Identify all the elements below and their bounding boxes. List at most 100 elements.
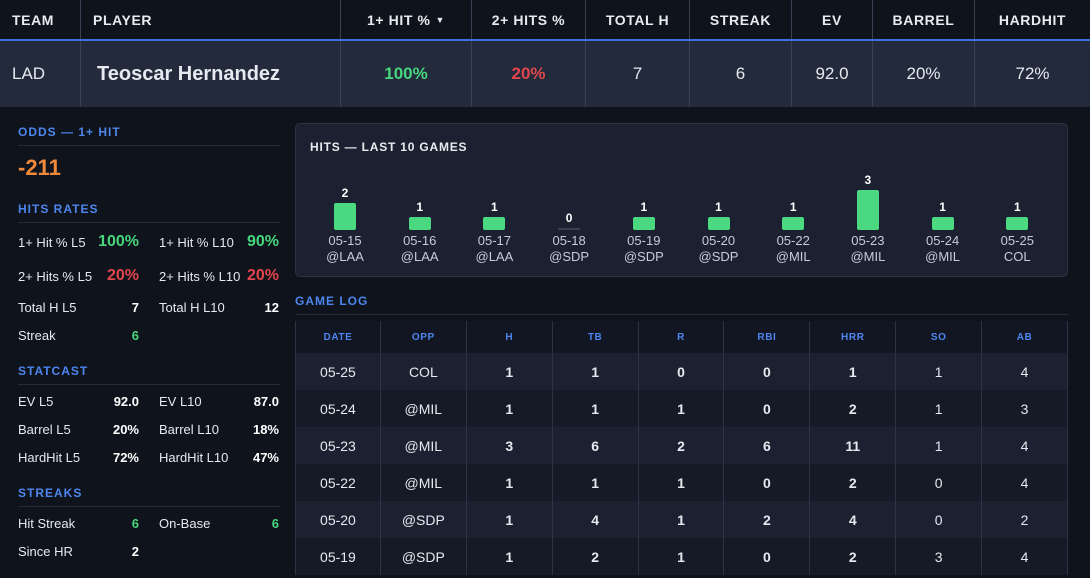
game-log-column-header[interactable]: HRR [810,321,897,353]
table-cell: @MIL [381,390,467,427]
game-log-column-header[interactable]: H [467,321,553,353]
bar-date-label: 05-16 [403,233,437,248]
bar[interactable] [1006,217,1029,230]
stat-label: 1+ Hit % L5 [18,235,86,250]
stat-value: 72% [112,450,139,465]
ev-cell: 92.0 [792,41,873,107]
table-cell: 1 [639,538,725,575]
table-cell: @MIL [381,464,467,501]
bar-opponent-label: @SDP [698,249,739,264]
column-header-streak[interactable]: STREAK [690,0,792,39]
column-header-label: PLAYER [93,11,153,28]
team-cell: LAD [0,41,81,107]
bar[interactable] [782,217,805,230]
table-cell: 05-20 [295,501,381,538]
table-row[interactable]: 05-25 COL 1 1 0 0 1 1 4 [295,353,1069,390]
table-row[interactable]: 05-23 @MIL 3 6 2 6 11 1 4 [295,427,1069,464]
stat-label: Total H L10 [159,300,225,315]
bar[interactable] [632,217,655,230]
game-log-column-header[interactable]: DATE [295,321,381,353]
column-header-hardhit[interactable]: HARDHIT [975,0,1090,39]
divider [18,384,280,385]
game-log-column-header[interactable]: R [639,321,725,353]
stat-value: 6 [271,516,279,531]
bar[interactable] [408,217,431,230]
stat-label: Total H L5 [18,300,77,315]
divider [18,222,280,223]
table-cell: 1 [553,353,639,390]
game-log-column-header[interactable]: RBI [724,321,811,353]
bar-date-label: 05-23 [851,233,885,248]
table-row[interactable]: 05-22 @MIL 1 1 1 0 2 0 4 [295,464,1069,501]
bar-date-label: 05-25 [1000,233,1034,248]
bar-group: 2 05-15 @LAA [308,124,382,278]
bar[interactable] [856,190,879,230]
hits-rates-section-title: HITS RATES [18,202,99,216]
table-cell: 05-24 [295,390,381,427]
bar-date-label: 05-15 [328,233,362,248]
table-row[interactable]: 05-19 @SDP 1 2 1 0 2 3 4 [295,538,1069,575]
table-cell: 0 [724,464,811,501]
column-header-total-h[interactable]: TOTAL H [586,0,690,39]
table-cell: 2 [724,501,811,538]
bar-group: 1 05-19 @SDP [607,124,681,278]
table-cell: 0 [724,538,811,575]
bar-group: 1 05-17 @LAA [457,124,531,278]
bar[interactable] [931,217,954,230]
bar[interactable] [707,217,730,230]
table-cell: 1 [553,464,639,501]
column-header-team[interactable]: TEAM [0,0,81,39]
game-log-column-header[interactable]: AB [982,321,1069,353]
column-header-barrel[interactable]: BARREL [873,0,975,39]
table-cell: 1 [467,464,553,501]
table-cell: @SDP [381,538,467,575]
column-header-1hit-pct[interactable]: 1+ HIT % ▼ [341,0,472,39]
total-h-cell: 7 [586,41,690,107]
game-log-column-header[interactable]: SO [896,321,983,353]
bar-date-label: 05-22 [776,233,810,248]
bar-date-label: 05-17 [477,233,512,248]
table-row[interactable]: 05-24 @MIL 1 1 1 0 2 1 3 [295,390,1069,427]
bar[interactable] [334,203,356,230]
stat-label: 1+ Hit % L10 [159,235,234,250]
table-cell: 2 [639,427,725,464]
table-row[interactable]: 05-20 @SDP 1 4 1 2 4 0 2 [295,501,1069,538]
caret-down-icon: ▼ [435,14,446,25]
bar-date-label: 05-19 [627,233,661,248]
column-header-player[interactable]: PLAYER [81,0,341,39]
game-log-column-header[interactable]: OPP [381,321,467,353]
stat-label: On-Base [159,516,211,531]
bar-date-label: 05-18 [552,233,586,248]
summary-player-row[interactable]: LAD Teoscar Hernandez 100% 20% 7 6 92.0 … [0,41,1090,107]
bar-opponent-label: @MIL [850,249,886,264]
table-cell: 1 [810,353,897,390]
bar[interactable] [483,217,506,230]
table-cell: 4 [982,538,1069,575]
statcast-section-title: STATCAST [18,364,89,378]
table-cell: 1 [467,390,553,427]
odds-value: -211 [18,155,61,180]
table-cell: 1 [639,390,725,427]
bar-group: 1 05-20 @SDP [682,124,756,278]
bar-opponent-label: COL [1003,249,1031,264]
game-log-header-row: DATE OPP H TB R RBI HRR SO AB [295,321,1069,353]
column-header-ev[interactable]: EV [792,0,873,39]
column-header-label: BARREL [892,11,955,28]
bar[interactable] [558,228,581,230]
bar-opponent-label: @SDP [623,249,664,264]
column-header-2hits-pct[interactable]: 2+ HITS % [472,0,586,39]
streaks-section-title: STREAKS [18,486,83,500]
stat-value: 6 [131,516,139,531]
game-log-column-header[interactable]: TB [553,321,639,353]
player-summary-table: TEAM PLAYER 1+ HIT % ▼ 2+ HITS % TOTAL H … [0,0,1090,107]
bar-value-label: 1 [715,200,722,214]
bar-value-label: 1 [416,200,424,214]
stat-value: 6 [131,328,139,343]
table-cell: 1 [467,353,553,390]
bar-date-label: 05-24 [925,233,960,248]
bar-value-label: 1 [640,200,648,214]
table-cell: 2 [553,538,639,575]
table-cell: 3 [982,390,1069,427]
stat-value: 20% [106,267,139,284]
table-cell: 3 [896,538,983,575]
